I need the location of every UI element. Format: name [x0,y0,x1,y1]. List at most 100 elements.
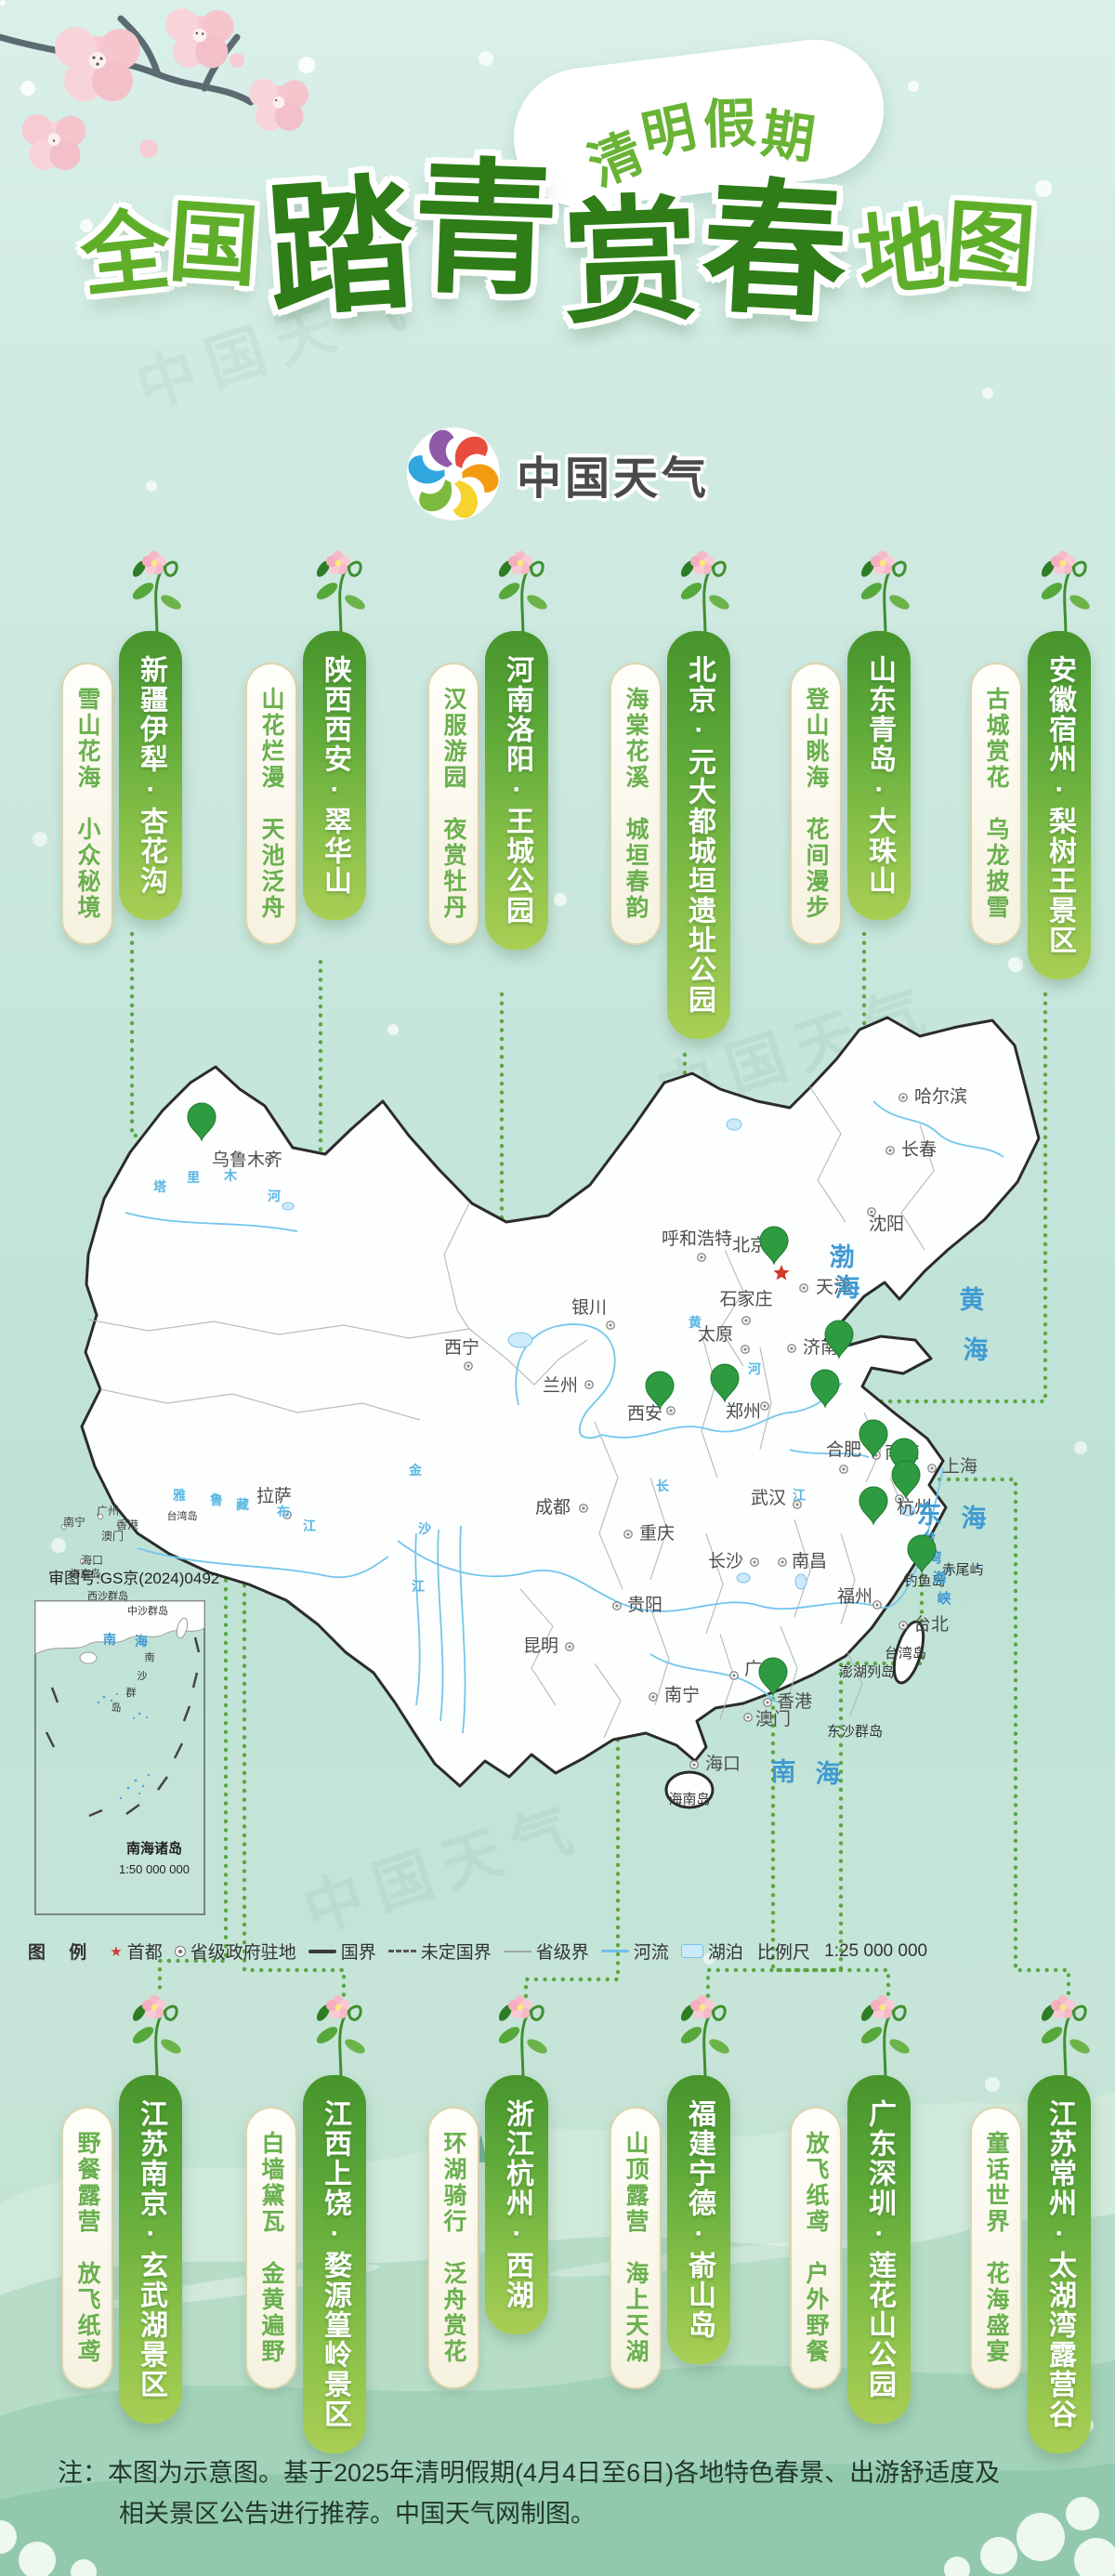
river-label: 雅 [173,1488,186,1503]
national-border-icon [308,1949,336,1953]
river-icon [600,1950,629,1952]
title-left: 全国 [76,177,261,309]
scenic-card: 古城赏花 乌龙披雪 安徽宿州·梨树王景区 [970,550,1109,979]
scenic-card: 汉服游园 夜赏牡丹 河南洛阳·王城公园 [427,550,567,950]
card-location: 江西上饶·婺源篁岭景区 [303,2075,366,2453]
inset-label: 海南岛 [71,1567,101,1580]
inset-city-dot [60,1523,68,1531]
scenic-card: 童话世界 花海盛宴 江苏常州·太湖湾露营谷 [970,1994,1109,2453]
scenic-card: 山顶露营 海上天湖 福建宁德·嵛山岛 [610,1994,749,2389]
location-pin [759,1226,789,1266]
rivers [125,1100,1004,1734]
city-dot-center [268,1158,271,1162]
legend-scale-value: 1:25 000 000 [824,1940,928,1961]
sea-label: 渤 [830,1243,859,1271]
flower-stem-icon [316,551,365,638]
city-dot-center [746,1715,750,1719]
province-border-icon [503,1950,531,1952]
location-pin [645,1371,675,1411]
city-dot-center [700,1255,703,1259]
card-location: 新疆伊犁·杏花沟 [119,631,182,920]
city-label: 太原 [698,1324,733,1345]
title-char: 赏 [560,185,702,341]
card-activities: 山花烂漫 天池泛舟 [245,663,297,945]
title-char: 全 [76,200,176,309]
city-dot-center [568,1645,571,1649]
pinwheel-petal [429,429,454,467]
card-activities: 雪山花海 小众秘境 [61,663,113,945]
pinwheel-petal [408,455,445,484]
city-dot-center [842,1467,846,1471]
hainan-island [664,1770,715,1809]
inset-label: 岛 [112,1701,122,1714]
scenic-card: 雪山花海 小众秘境 新疆伊犁·杏花沟 [61,550,201,945]
flower-stem-icon [1041,1995,1090,2083]
sea-label: 海 [835,1274,864,1302]
pinwheel-petal [419,480,453,512]
city-label: 昆明 [523,1636,558,1656]
legend-lake-label: 湖泊 [707,1943,743,1963]
flower-stem-icon [132,551,181,638]
island-label: 东沙群岛 [827,1724,883,1740]
city-dot-center [582,1506,585,1510]
city-dot-center [875,1603,879,1607]
sea-label: 海 [962,1505,990,1532]
islet-dot [947,1569,951,1572]
city-label: 合肥 [826,1439,861,1460]
title-char: 踏 [262,163,419,335]
title-char: 春 [698,166,852,335]
inset-label: 中沙群岛 [127,1604,168,1617]
city-label: 澳门 [755,1709,791,1729]
card-activities: 野餐露营 放飞纸鸢 [61,2107,113,2389]
pinwheel-logo-icon [406,427,500,520]
river-label: 黄 [689,1315,702,1330]
city-label: 沈阳 [869,1214,904,1234]
city-dot-center [753,1560,756,1564]
location-pin [859,1419,888,1459]
city-dot-center [615,1604,619,1608]
city-dot-center [732,1674,736,1677]
city-label: 香港 [777,1691,812,1712]
city-label: 银川 [571,1297,607,1318]
lake-icon [680,1944,703,1958]
undefined-border-icon [387,1950,416,1952]
city-dot-center [802,1286,806,1290]
card-location: 广东深圳·莲花山公园 [847,2075,911,2424]
city-label: 成都 [535,1497,571,1518]
flower-stem-icon [680,551,729,638]
footnote-line2: 相关景区公告进行推荐。中国天气网制图。 [119,2499,596,2528]
river-label: 塔 [153,1179,167,1194]
island-label: 海南岛 [668,1792,710,1807]
inset-caption: 南海诸岛 [126,1840,182,1857]
scenic-card: 白墙黛瓦 金黄遍野 江西上饶·婺源篁岭景区 [245,1994,385,2453]
city-label: 长春 [901,1139,937,1160]
city-label: 海口 [705,1754,741,1774]
city-dot-center [587,1383,591,1387]
city-dot-center [466,1364,470,1368]
city-label: 南宁 [664,1685,700,1705]
city-dot-center [874,1453,878,1457]
pinwheel-petal [454,436,488,468]
location-pin [710,1363,740,1403]
flower-stem-icon [1041,551,1090,638]
china-map: 乌鲁木齐哈尔滨长春沈阳北京天津石家庄呼和浩特银川太原济南西宁兰州郑州西安合肥南京… [34,931,1071,1999]
card-location: 江苏常州·太湖湾露营谷 [1028,2075,1091,2453]
legend-title: 图 例 [28,1943,97,1963]
flower-stem-icon [132,1995,181,2083]
footnote-line1: 注：本图为示意图。基于2025年清明假期(4月4日至6日)各地特色春景、出游舒适… [58,2459,1001,2487]
card-activities: 白墙黛瓦 金黄遍野 [245,2107,297,2389]
city-dot-center [669,1409,673,1413]
river-label: 鲁 [209,1492,223,1507]
flower-stem-icon [860,1995,910,2083]
inset-label: 台湾岛 [167,1509,198,1522]
scenic-card: 环湖骑行 泛舟赏花 浙江杭州·西湖 [427,1994,567,2389]
inset-label: 香港 [116,1518,138,1531]
inset-label: 南 [145,1651,155,1663]
flower-stem-icon [680,1995,729,2083]
pinwheel-petal [462,464,499,493]
river-label: 江 [303,1518,316,1533]
city-dot-center [888,1149,892,1152]
card-activities: 山顶露营 海上天湖 [610,2107,662,2389]
city-dot-center [901,1623,905,1627]
